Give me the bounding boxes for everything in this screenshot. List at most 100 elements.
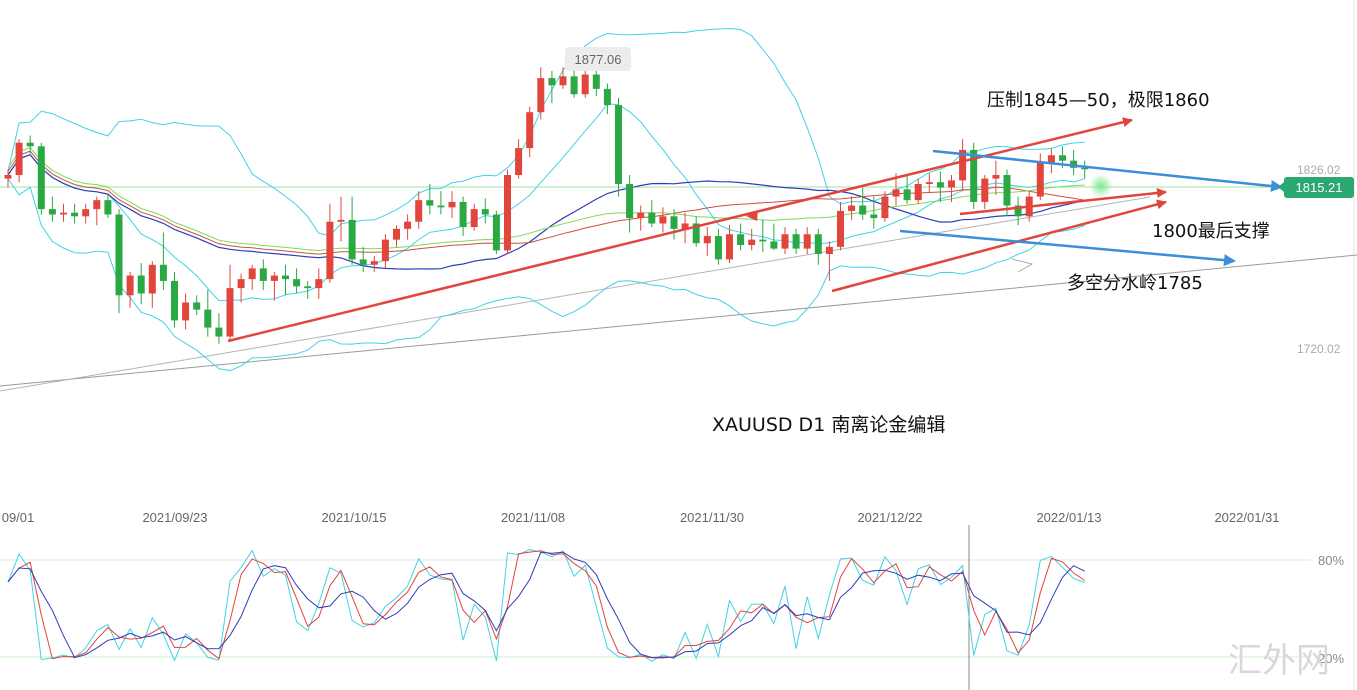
current-price-label: 1815.21	[1296, 180, 1343, 195]
candle-body	[726, 234, 733, 260]
candle-body	[970, 149, 978, 202]
candle-body	[1047, 155, 1055, 163]
x-tick-label: 2022/01/13	[1036, 510, 1101, 525]
candle-body	[104, 200, 112, 215]
candle-body	[814, 234, 822, 254]
arrow-red-mid	[959, 187, 1167, 216]
watermark-logo: 汇外网	[1228, 641, 1330, 681]
candle-body	[492, 214, 500, 251]
arrow-red-lower	[831, 199, 1167, 293]
candle-body	[37, 146, 45, 210]
current-price-badge	[1284, 177, 1354, 198]
ma-green	[7, 146, 1085, 252]
x-tick-label: 2021/11/30	[680, 510, 744, 525]
current-price-glow	[1089, 174, 1113, 198]
candle-body	[426, 200, 434, 206]
candle-body	[859, 205, 867, 215]
candle-body	[193, 302, 201, 310]
annotation-pivot: 多空分水岭1785	[1067, 273, 1203, 294]
high-callout-box	[565, 47, 631, 71]
ma-blue	[7, 153, 1085, 270]
candle-body	[282, 275, 289, 280]
candle-body	[393, 228, 400, 240]
candle-body	[270, 275, 278, 281]
candle-body	[825, 246, 833, 254]
candle-body	[914, 184, 922, 201]
bollinger-middle	[7, 103, 1085, 302]
bollinger-lower	[7, 178, 1085, 372]
candle-body	[204, 309, 212, 328]
candle-body	[71, 212, 79, 217]
candle-body	[470, 209, 478, 228]
candle-body	[626, 184, 634, 219]
price-tick-lower: 1720.02	[1297, 342, 1341, 356]
candle-body	[171, 280, 178, 321]
candle-body	[237, 279, 245, 289]
candle-body	[304, 286, 312, 289]
candle-body	[1059, 155, 1066, 161]
candle-body	[581, 74, 589, 95]
x-tick-label: 2021/09/23	[142, 510, 207, 525]
candle-body	[381, 239, 389, 262]
candle-body	[526, 112, 534, 149]
candle-body	[126, 275, 134, 296]
candle-body	[881, 196, 889, 219]
candle-body	[559, 76, 567, 86]
candle-body	[837, 210, 844, 247]
candle-body	[570, 76, 578, 95]
candle-body	[1014, 205, 1022, 217]
candle-body	[936, 182, 944, 188]
x-tick-label: 2022/01/31	[1214, 510, 1279, 525]
osc-label-80: 80%	[1318, 553, 1344, 568]
candle-body	[648, 212, 656, 224]
trendline-grey-2	[0, 196, 1151, 392]
candle-body	[692, 223, 700, 244]
annotation-resistance: 压制1845—50，极限1860	[987, 90, 1210, 111]
arrow-red-main	[227, 117, 1133, 343]
candle-body	[115, 214, 123, 296]
osc-label-20: 20%	[1318, 651, 1344, 666]
candle-body	[215, 327, 223, 337]
candle-body	[415, 200, 423, 222]
candle-body	[15, 142, 23, 176]
annotation-support: 1800最后支撑	[1152, 221, 1270, 242]
candle-body	[515, 148, 523, 176]
candle-body	[82, 209, 90, 217]
arrow-blue-lower	[899, 229, 1236, 267]
candle-body	[4, 175, 12, 179]
candle-body	[925, 182, 933, 184]
candle-body	[803, 234, 811, 249]
osc-line-fast	[7, 548, 1085, 662]
candle-body	[759, 239, 767, 242]
indicator-lines	[7, 27, 1085, 372]
candle-body	[670, 216, 678, 229]
arrow-blue-upper	[932, 149, 1283, 192]
candle-body	[870, 214, 878, 219]
candle-body	[948, 180, 955, 188]
candle-body	[1036, 162, 1044, 197]
candle-body	[359, 259, 367, 265]
candle-body	[481, 209, 489, 215]
trendline-grey-1	[0, 254, 1357, 387]
candle-body	[703, 236, 711, 244]
candle-body	[259, 268, 267, 281]
price-tick-upper: 1826.02	[1297, 163, 1341, 177]
candle-body	[504, 175, 511, 251]
candle-body	[459, 201, 467, 228]
candle-body	[226, 288, 234, 337]
candlesticks	[4, 58, 1089, 344]
candle-body	[659, 216, 667, 224]
candle-body	[903, 189, 911, 201]
candle-body	[681, 223, 689, 229]
candle-body	[26, 142, 34, 147]
candle-body	[748, 239, 756, 246]
x-tick-label: 09/01	[2, 510, 35, 525]
candle-body	[93, 200, 101, 210]
candle-body	[337, 219, 345, 222]
candle-body	[182, 302, 190, 321]
candle-body	[592, 74, 600, 89]
candle-body	[448, 201, 456, 208]
candle-body	[548, 78, 556, 86]
candle-body	[637, 212, 645, 219]
bollinger-upper	[7, 27, 1085, 237]
